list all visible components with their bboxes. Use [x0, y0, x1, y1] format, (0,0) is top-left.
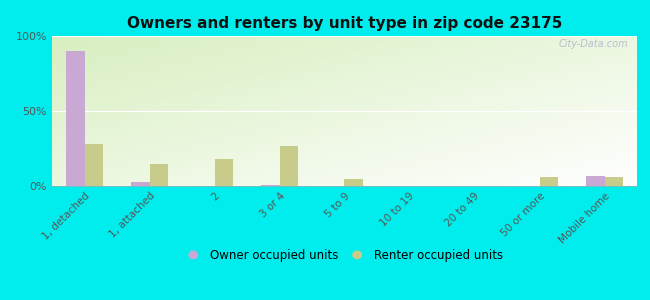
Bar: [261, 184, 280, 186]
Legend: Owner occupied units, Renter occupied units: Owner occupied units, Renter occupied un…: [181, 245, 508, 267]
Bar: [280, 146, 298, 186]
Text: City-Data.com: City-Data.com: [558, 39, 628, 49]
Bar: [66, 51, 84, 186]
Bar: [586, 176, 605, 186]
Bar: [540, 177, 558, 186]
Bar: [131, 182, 150, 186]
Bar: [344, 178, 363, 186]
Bar: [214, 159, 233, 186]
Title: Owners and renters by unit type in zip code 23175: Owners and renters by unit type in zip c…: [127, 16, 562, 31]
Bar: [604, 177, 623, 186]
Bar: [84, 144, 103, 186]
Bar: [150, 164, 168, 186]
